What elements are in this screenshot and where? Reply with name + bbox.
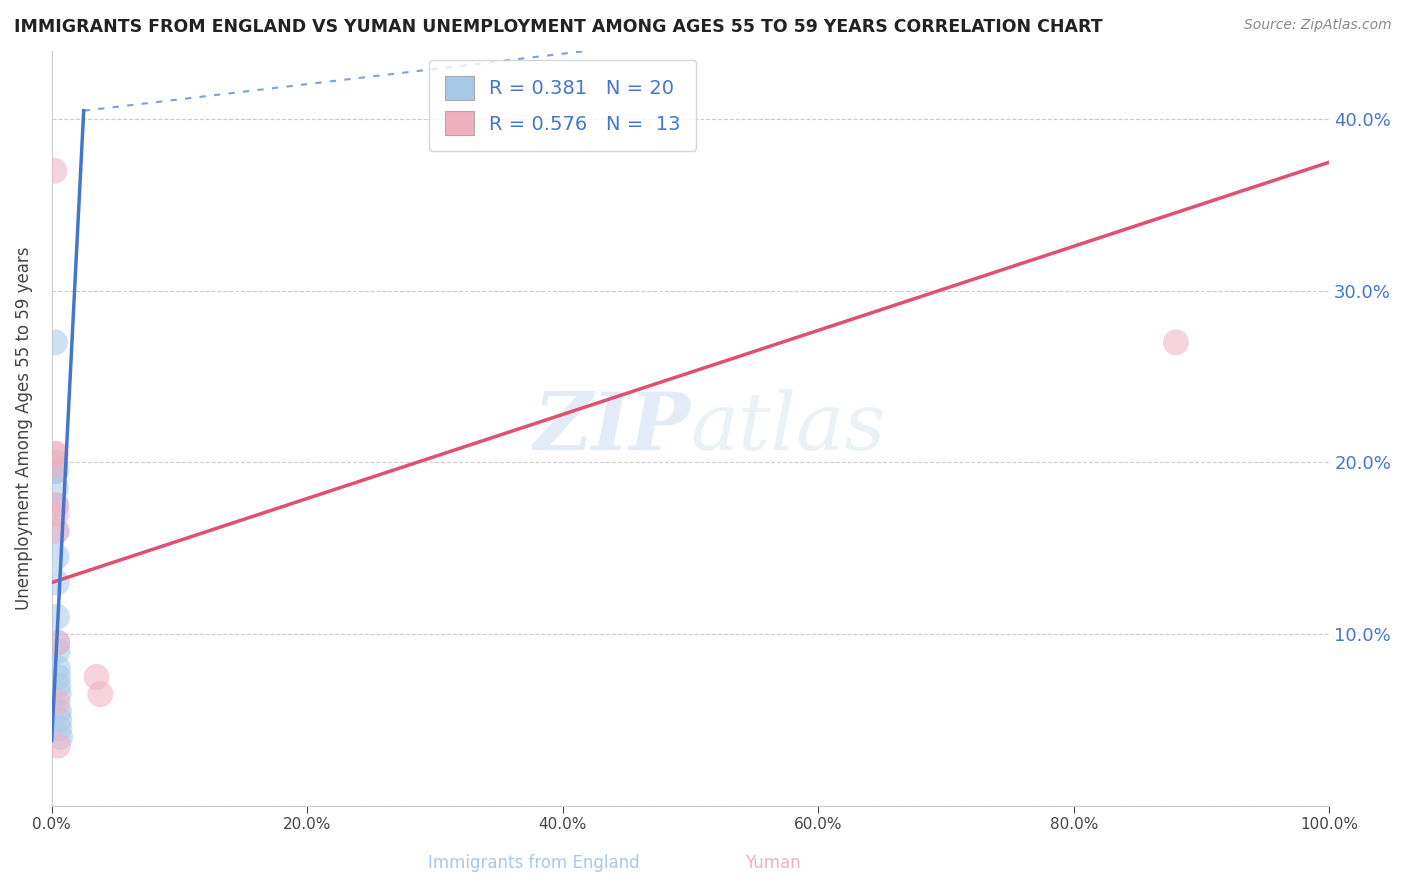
Point bbox=[48, 704, 70, 718]
Point bbox=[46, 696, 69, 710]
Point bbox=[46, 670, 69, 684]
Point bbox=[1164, 335, 1187, 350]
Point bbox=[45, 507, 67, 521]
Point bbox=[45, 455, 67, 469]
Point bbox=[46, 644, 69, 658]
Point bbox=[48, 678, 70, 692]
Point bbox=[46, 635, 69, 649]
Point bbox=[46, 635, 69, 649]
Text: Source: ZipAtlas.com: Source: ZipAtlas.com bbox=[1244, 18, 1392, 32]
Text: Immigrants from England: Immigrants from England bbox=[429, 855, 640, 872]
Point bbox=[45, 499, 67, 513]
Point bbox=[86, 670, 108, 684]
Point bbox=[89, 687, 111, 701]
Point bbox=[45, 524, 67, 538]
Point bbox=[46, 739, 69, 753]
Point bbox=[46, 610, 69, 624]
Point bbox=[48, 722, 70, 736]
Text: atlas: atlas bbox=[690, 390, 886, 467]
Text: ZIP: ZIP bbox=[534, 390, 690, 467]
Point bbox=[45, 458, 67, 473]
Point bbox=[49, 730, 72, 744]
Point bbox=[44, 464, 66, 478]
Point bbox=[46, 661, 69, 675]
Point bbox=[44, 447, 66, 461]
Point bbox=[45, 447, 67, 461]
Point bbox=[48, 713, 70, 727]
Y-axis label: Unemployment Among Ages 55 to 59 years: Unemployment Among Ages 55 to 59 years bbox=[15, 246, 32, 610]
Point bbox=[48, 687, 70, 701]
Point bbox=[45, 464, 67, 478]
Point bbox=[45, 524, 67, 538]
Legend: R = 0.381   N = 20, R = 0.576   N =  13: R = 0.381 N = 20, R = 0.576 N = 13 bbox=[429, 61, 696, 151]
Point bbox=[45, 575, 67, 590]
Point bbox=[45, 481, 67, 495]
Point bbox=[45, 499, 67, 513]
Text: Yuman: Yuman bbox=[745, 855, 801, 872]
Point bbox=[45, 549, 67, 564]
Text: IMMIGRANTS FROM ENGLAND VS YUMAN UNEMPLOYMENT AMONG AGES 55 TO 59 YEARS CORRELAT: IMMIGRANTS FROM ENGLAND VS YUMAN UNEMPLO… bbox=[14, 18, 1102, 36]
Point bbox=[44, 335, 66, 350]
Point bbox=[44, 163, 66, 178]
